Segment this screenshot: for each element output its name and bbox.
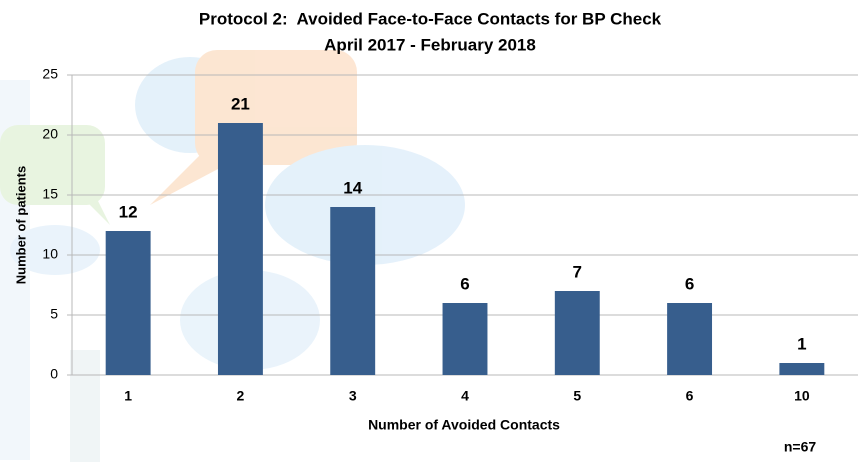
y-tick-label: 20: [42, 126, 58, 142]
y-tick-label: 25: [42, 66, 58, 82]
data-label: 12: [119, 202, 138, 221]
bar: [779, 363, 824, 375]
y-tick-label: 0: [50, 366, 58, 382]
chart-title: Protocol 2: Avoided Face-to-Face Contact…: [199, 9, 662, 28]
chart: Protocol 2: Avoided Face-to-Face Contact…: [0, 0, 859, 462]
x-tick-label: 5: [573, 388, 581, 404]
annotation: n=67: [784, 439, 817, 455]
bar: [330, 207, 375, 375]
data-label: 14: [343, 178, 362, 197]
y-tick-label: 5: [50, 306, 58, 322]
y-tick-label: 10: [42, 246, 58, 262]
bar: [106, 231, 151, 375]
x-tick-label: 10: [794, 388, 810, 404]
x-tick-label: 4: [461, 388, 469, 404]
data-label: 1: [797, 334, 806, 353]
chart-subtitle: April 2017 - February 2018: [324, 35, 536, 54]
x-tick-label: 2: [237, 388, 245, 404]
bar: [443, 303, 488, 375]
data-label: 7: [573, 262, 582, 281]
data-label: 6: [460, 274, 469, 293]
x-axis-title: Number of Avoided Contacts: [368, 417, 560, 433]
data-label: 21: [231, 94, 250, 113]
x-tick-label: 6: [686, 388, 694, 404]
y-tick-label: 15: [42, 186, 58, 202]
data-label: 6: [685, 274, 694, 293]
x-tick-label: 1: [124, 388, 132, 404]
bar: [218, 123, 263, 375]
x-tick-label: 3: [349, 388, 357, 404]
y-axis-title: Number of patients: [13, 166, 28, 284]
bar: [667, 303, 712, 375]
bar: [555, 291, 600, 375]
